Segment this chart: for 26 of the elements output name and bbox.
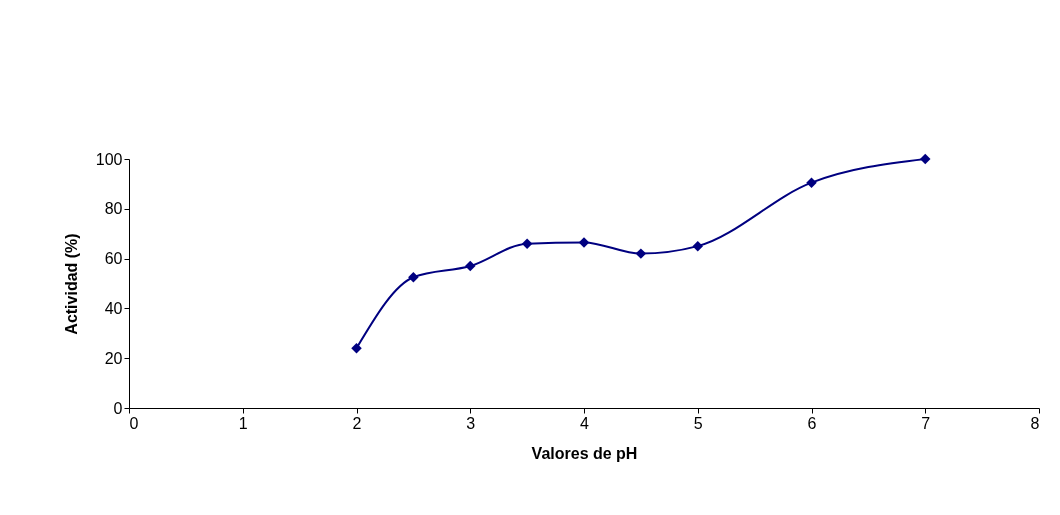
- y-tick-label: 40: [104, 299, 123, 317]
- x-tick-label: 0: [129, 414, 139, 432]
- point: [692, 240, 703, 252]
- y-tick-label: 20: [104, 349, 123, 367]
- point: [351, 343, 362, 354]
- x-tick-label: 4: [580, 414, 590, 432]
- x-tick-label: 6: [807, 414, 817, 432]
- point: [920, 153, 931, 165]
- y-tick-label: 80: [104, 200, 123, 218]
- point: [635, 248, 647, 259]
- x-tick-label: 7: [921, 414, 931, 432]
- point: [806, 177, 817, 188]
- y-tick-label: 100: [95, 150, 123, 168]
- y-tick-label: 0: [113, 399, 123, 417]
- point: [465, 260, 476, 272]
- x-tick-label: 5: [693, 414, 703, 432]
- x-tick-label: 2: [352, 414, 362, 432]
- point: [578, 237, 590, 248]
- x-tick-label: 3: [466, 414, 476, 432]
- x-tick-label: 1: [238, 414, 248, 432]
- point: [521, 238, 533, 249]
- point: [408, 272, 419, 283]
- x-tick-label: 8: [1030, 414, 1040, 432]
- y-axis-title: Actividad (%): [62, 233, 80, 335]
- x-axis-title: Valores de pH: [531, 444, 638, 462]
- y-tick-label: 60: [104, 250, 123, 268]
